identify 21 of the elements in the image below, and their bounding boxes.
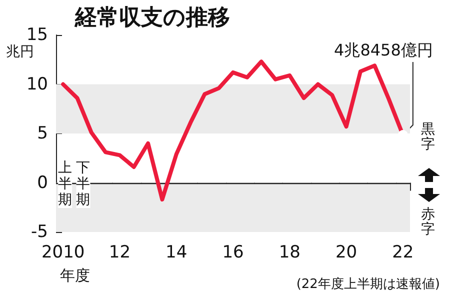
y-tick-label: -5: [31, 222, 48, 242]
x-tick-label: 22: [392, 242, 414, 262]
y-axis-title: 兆円: [6, 44, 34, 60]
chart-title: 経常収支の推移: [74, 6, 230, 30]
x-tick-label: 16: [222, 242, 244, 262]
x-tick-label: 18: [278, 242, 300, 262]
text: 黒字: [421, 122, 435, 152]
x-tick-label: 2010: [41, 242, 85, 262]
y-tick-label: 5: [37, 124, 48, 144]
y-tick-label: 10: [26, 74, 48, 94]
annotation: 上半期: [58, 160, 72, 208]
y-tick-label: 0: [37, 172, 48, 193]
text: 赤字: [421, 206, 435, 238]
y-tick-label: 15: [26, 25, 48, 45]
x-axis-title: 年度: [60, 266, 90, 284]
text: (22年度上半期は速報値): [296, 276, 440, 292]
annotation: 4兆8458億円: [334, 40, 433, 60]
x-tick-label: 12: [108, 242, 131, 262]
annotation: 下半期: [76, 160, 90, 208]
x-tick-label: 20: [335, 242, 358, 262]
x-tick-label: 14: [166, 242, 188, 262]
